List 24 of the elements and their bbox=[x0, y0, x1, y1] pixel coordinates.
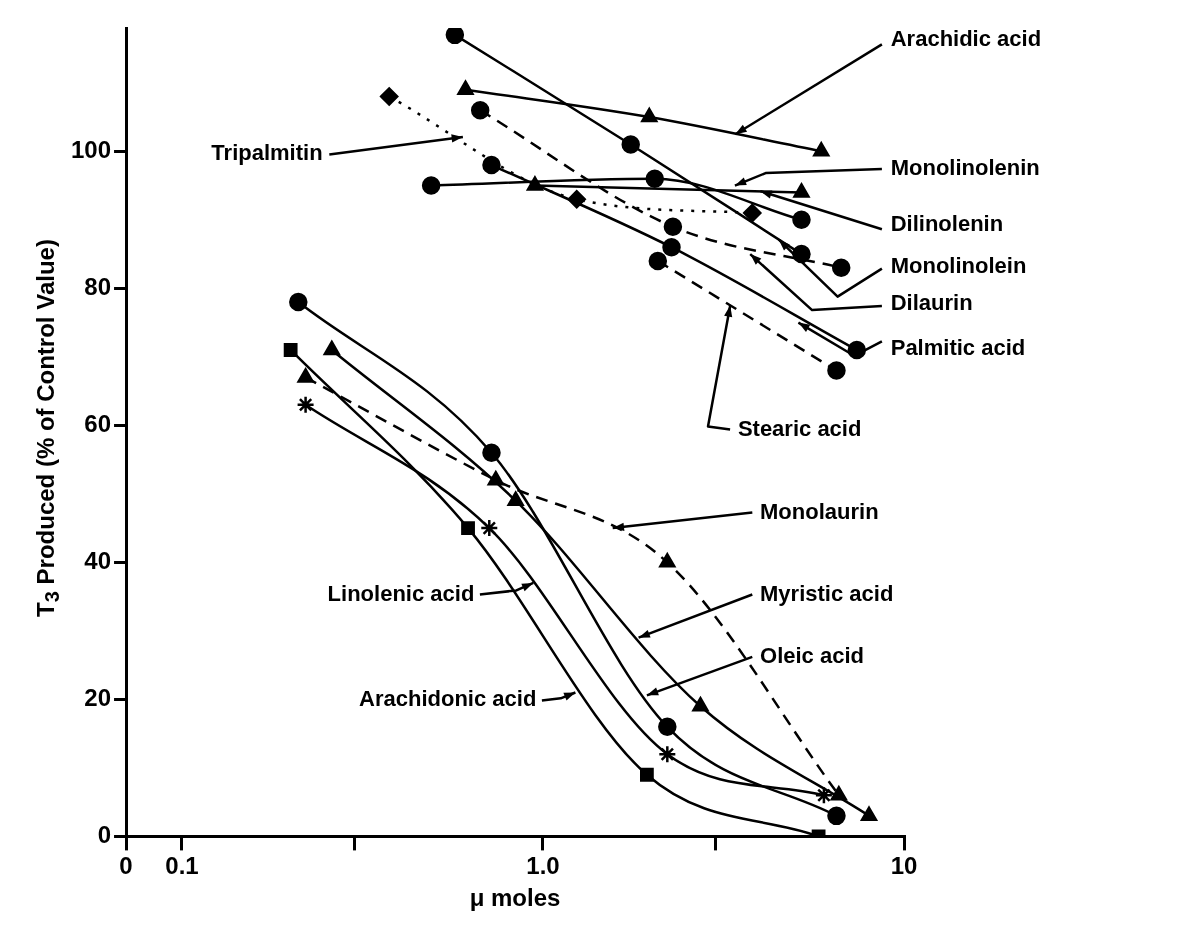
annotation: Tripalmitin bbox=[211, 140, 323, 166]
x-axis-title: μ moles bbox=[469, 884, 561, 912]
y-tick-label: 0 bbox=[97, 821, 112, 849]
annotation: Arachidic acid bbox=[890, 26, 1042, 52]
annotation: Monolinolein bbox=[890, 252, 1027, 278]
annotation: Myristic acid bbox=[760, 580, 894, 606]
x-tick-label: 0.1 bbox=[165, 852, 199, 880]
annotation: Linolenic acid bbox=[327, 580, 475, 606]
annotation: Oleic acid bbox=[760, 642, 864, 668]
annotation: Monolaurin bbox=[760, 498, 879, 524]
annotation: Arachidonic acid bbox=[359, 686, 537, 712]
y-tick-label: 60 bbox=[84, 409, 112, 437]
y-tick-label: 80 bbox=[84, 272, 112, 300]
annotation: Palmitic acid bbox=[890, 334, 1026, 360]
annotation: Monolinolenin bbox=[890, 155, 1040, 181]
x-tick-label: 0 bbox=[119, 852, 133, 880]
annotation: Stearic acid bbox=[737, 415, 862, 441]
y-tick-label: 20 bbox=[84, 684, 112, 712]
annotation: Dilaurin bbox=[890, 289, 973, 315]
y-tick-label: 100 bbox=[71, 135, 112, 163]
annotation: Dilinolenin bbox=[890, 211, 1004, 237]
x-tick-label: 10 bbox=[890, 852, 918, 880]
y-tick-label: 40 bbox=[84, 546, 112, 574]
x-tick-label: 1.0 bbox=[526, 852, 560, 880]
